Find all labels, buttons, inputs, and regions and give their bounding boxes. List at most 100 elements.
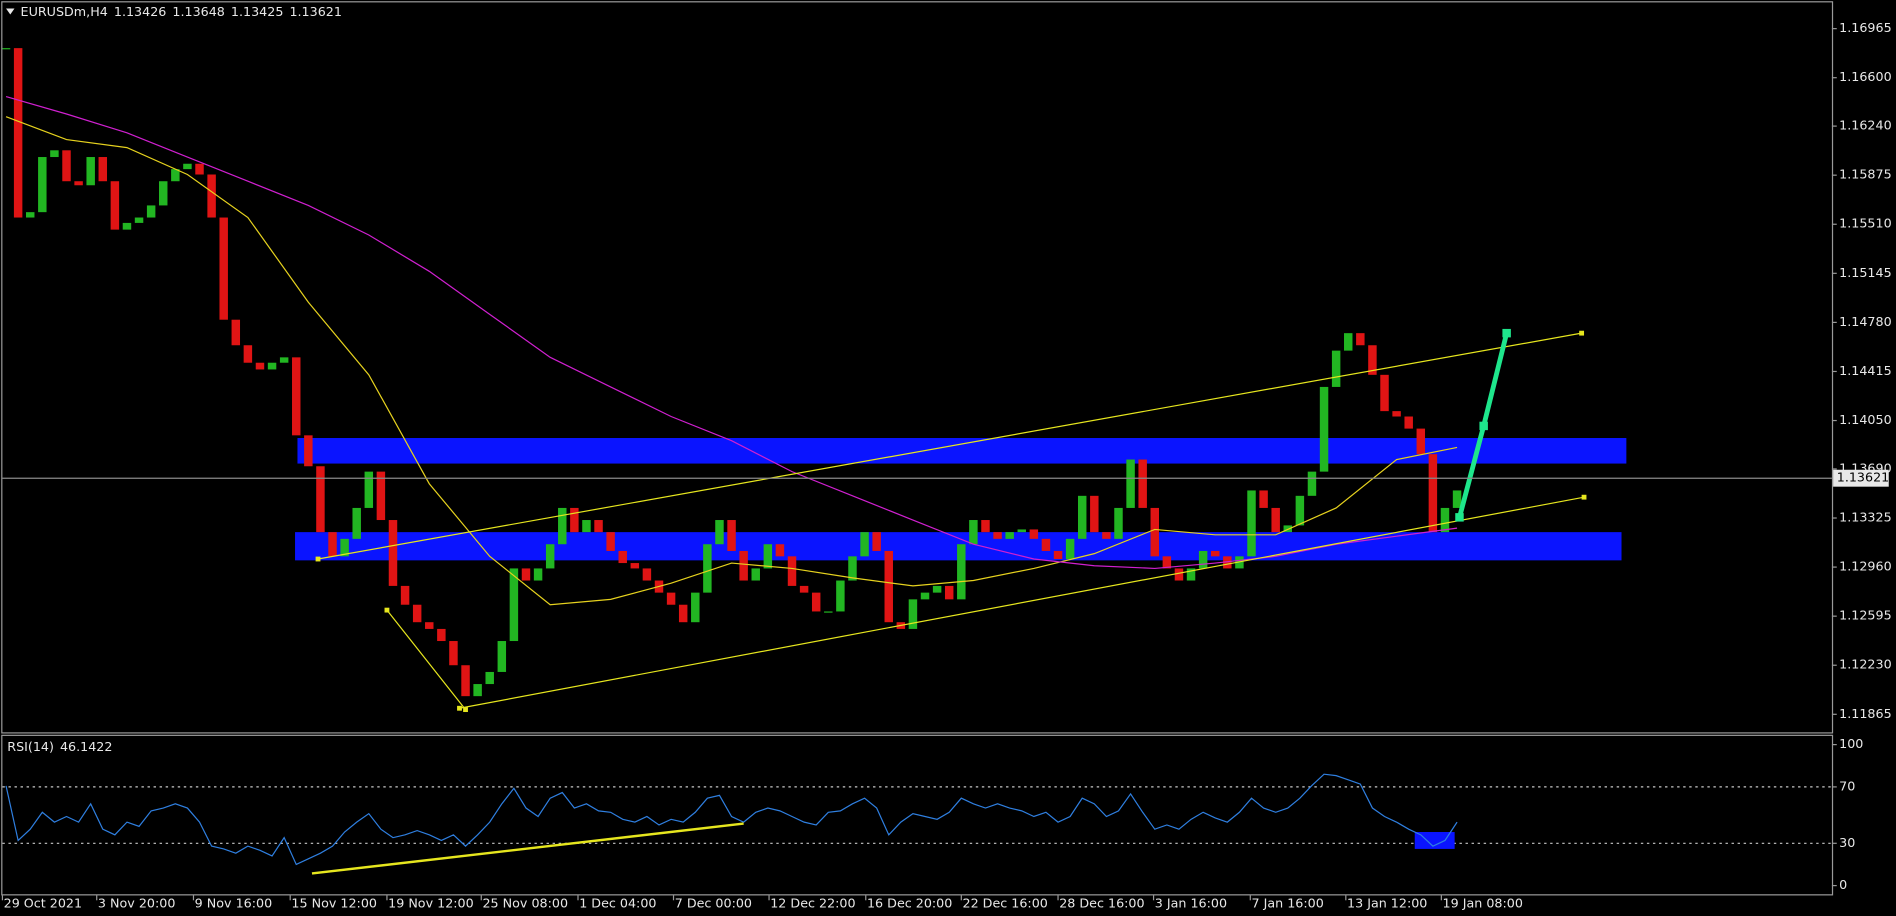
candle — [872, 532, 881, 551]
candle — [1295, 495, 1305, 526]
candle — [497, 641, 507, 672]
candle — [38, 157, 47, 213]
candle — [279, 357, 289, 363]
trendline-handle — [315, 556, 321, 562]
candle — [425, 622, 434, 629]
candle — [751, 568, 760, 581]
candle — [1065, 538, 1075, 560]
x-tick-label: 15 Nov 12:00 — [291, 895, 377, 910]
menu-icon[interactable] — [6, 8, 15, 15]
candle — [1271, 507, 1280, 533]
candle — [25, 212, 35, 218]
candle — [1041, 538, 1051, 551]
candle — [666, 592, 676, 605]
candle — [412, 604, 422, 623]
rsi-pane-frame — [1, 734, 1834, 896]
candle — [304, 435, 313, 467]
candle — [957, 544, 966, 600]
candle — [1150, 507, 1160, 557]
candle — [1138, 459, 1147, 508]
candle — [183, 163, 192, 170]
arrow-handle — [1455, 513, 1464, 522]
candle — [739, 550, 748, 581]
candle — [1283, 525, 1293, 533]
candle — [485, 671, 494, 685]
trendline-handle — [457, 705, 462, 711]
rsi-header: RSI(14) 46.1422 — [7, 738, 112, 753]
candle — [1186, 568, 1196, 581]
y-tick-label: 1.12960 — [1839, 559, 1891, 574]
open: 1.13426 — [114, 4, 166, 19]
candle — [932, 585, 942, 593]
candle — [376, 471, 386, 521]
y-tick-label: 1.14415 — [1839, 363, 1891, 378]
trendline-handle — [1579, 330, 1585, 336]
candle — [884, 550, 893, 623]
y-tick-label: 30 — [1839, 835, 1855, 850]
candle — [122, 222, 132, 230]
high: 1.13648 — [172, 4, 224, 19]
arrow-handle — [1502, 328, 1511, 338]
rsi-line — [5, 773, 1458, 866]
arrow-handle — [1479, 421, 1488, 431]
candle — [920, 592, 930, 600]
candle — [1114, 507, 1123, 539]
x-tick-label: 3 Jan 16:00 — [1155, 895, 1227, 910]
candle — [62, 150, 71, 182]
candle — [848, 556, 857, 581]
candle — [1126, 459, 1135, 508]
y-tick-label: 1.16240 — [1839, 118, 1891, 133]
candle — [1223, 556, 1232, 569]
candle — [98, 157, 108, 182]
candle — [533, 568, 543, 581]
x-tick-label: 16 Dec 20:00 — [867, 895, 952, 910]
candle — [1404, 416, 1413, 429]
candle — [630, 563, 640, 569]
low: 1.13425 — [231, 4, 283, 19]
main-pane-frame — [1, 1, 1834, 734]
candle — [195, 163, 204, 175]
x-tick-label: 1 Dec 04:00 — [579, 895, 656, 910]
candle — [981, 520, 990, 533]
candle — [1053, 550, 1063, 560]
trendline-handle — [1581, 494, 1587, 500]
y-tick-label: 1.15510 — [1839, 216, 1891, 231]
candle — [1005, 532, 1014, 539]
candle — [969, 520, 978, 545]
candle — [1416, 428, 1426, 455]
candle — [1, 48, 11, 50]
y-tick-label: 1.11865 — [1839, 706, 1891, 721]
candle — [292, 357, 301, 436]
candle — [1102, 532, 1111, 539]
candle — [944, 585, 954, 600]
y-tick-label: 1.15875 — [1839, 167, 1891, 182]
zone — [297, 438, 1627, 464]
y-tick-label: 1.13325 — [1839, 510, 1891, 525]
candle — [678, 604, 688, 623]
trendline-handle — [384, 607, 390, 613]
candle — [437, 628, 446, 642]
y-tick-label: 1.12595 — [1839, 608, 1891, 623]
candle — [1307, 471, 1317, 496]
candle — [582, 520, 591, 533]
moving-average — [5, 116, 1458, 606]
candle — [787, 556, 797, 586]
candle — [1017, 529, 1026, 533]
y-tick-label: 70 — [1839, 778, 1855, 793]
candle — [775, 544, 785, 557]
rsi-title: RSI(14) — [7, 738, 54, 753]
y-tick-label: 1.14050 — [1839, 412, 1891, 427]
candle — [558, 507, 567, 545]
trendline — [459, 496, 1585, 709]
y-tick-label: 1.16965 — [1839, 20, 1891, 35]
candle — [461, 665, 470, 697]
candle — [388, 520, 398, 586]
candle — [449, 641, 458, 666]
candle — [521, 568, 531, 581]
rsi-value: 46.1422 — [60, 738, 112, 753]
candle — [1174, 568, 1184, 581]
candle — [811, 592, 821, 612]
candle — [1198, 550, 1208, 569]
candle — [824, 611, 833, 613]
candle — [146, 205, 156, 218]
